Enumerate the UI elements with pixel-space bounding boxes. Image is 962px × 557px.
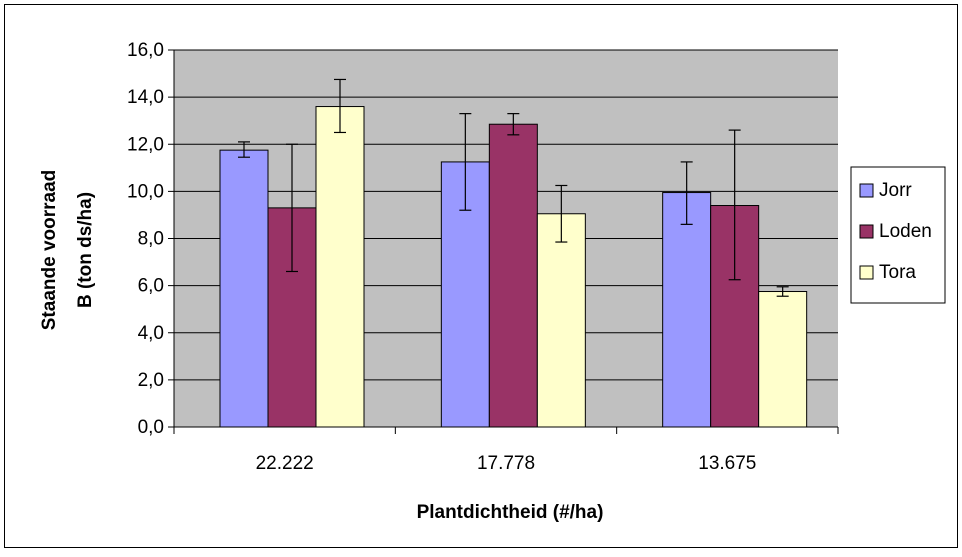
error-bar-tora-0 xyxy=(334,78,346,134)
legend-label-loden: Loden xyxy=(879,221,932,242)
error-bar-loden-0 xyxy=(286,143,298,273)
bars xyxy=(219,106,808,428)
bar-tora-1 xyxy=(536,213,586,428)
error-bar-jorr-1 xyxy=(459,113,472,211)
y-tick-label: 4,0 xyxy=(138,323,164,344)
error-bar-loden-2 xyxy=(728,129,741,281)
error-bar-tora-2 xyxy=(776,286,789,297)
error-bar-loden-1 xyxy=(507,113,520,136)
y-tick-label: 0,0 xyxy=(138,417,164,438)
x-tick-label: 13.675 xyxy=(698,453,756,474)
y-tick-labels: 0,0 2,0 4,0 6,0 8,0 10,0 12,0 14,0 16,0 xyxy=(127,40,164,438)
error-bar-jorr-0 xyxy=(238,141,250,158)
y-tick-label: 12,0 xyxy=(127,134,164,155)
y-axis-label-line-1: Staande voorraad xyxy=(39,170,60,331)
bar-jorr-2 xyxy=(662,192,712,428)
bar-loden-1 xyxy=(488,123,538,428)
legend-swatch-jorr xyxy=(859,183,874,198)
legend-swatch-tora xyxy=(859,265,874,280)
y-tick-label: 8,0 xyxy=(138,229,164,250)
bar-tora-2 xyxy=(758,291,808,428)
legend-label-tora: Tora xyxy=(879,262,916,283)
axes xyxy=(168,49,839,434)
bar-jorr-0 xyxy=(219,149,269,428)
x-tick-label: 17.778 xyxy=(477,453,535,474)
y-tick-label: 2,0 xyxy=(138,370,164,391)
error-bar-tora-1 xyxy=(555,184,568,243)
error-bars xyxy=(238,78,789,297)
x-tick-labels: 22.222 17.778 13.675 xyxy=(256,453,757,474)
legend: Jorr Loden Tora xyxy=(850,166,946,304)
x-tick-label: 22.222 xyxy=(256,453,314,474)
bar-tora-0 xyxy=(315,106,365,428)
legend-label-jorr: Jorr xyxy=(879,180,912,201)
y-tick-label: 14,0 xyxy=(127,87,164,108)
y-axis-label: Staande voorraad B (ton ds/ha) xyxy=(39,170,96,331)
legend-swatch-loden xyxy=(859,224,874,239)
y-tick-label: 6,0 xyxy=(138,276,164,297)
y-tick-label: 16,0 xyxy=(127,40,164,61)
y-axis-label-line-2: B (ton ds/ha) xyxy=(75,192,96,308)
error-bar-jorr-2 xyxy=(680,161,693,225)
y-tick-label: 10,0 xyxy=(127,181,164,202)
x-axis-label: Plantdichtheid (#/ha) xyxy=(417,502,604,523)
